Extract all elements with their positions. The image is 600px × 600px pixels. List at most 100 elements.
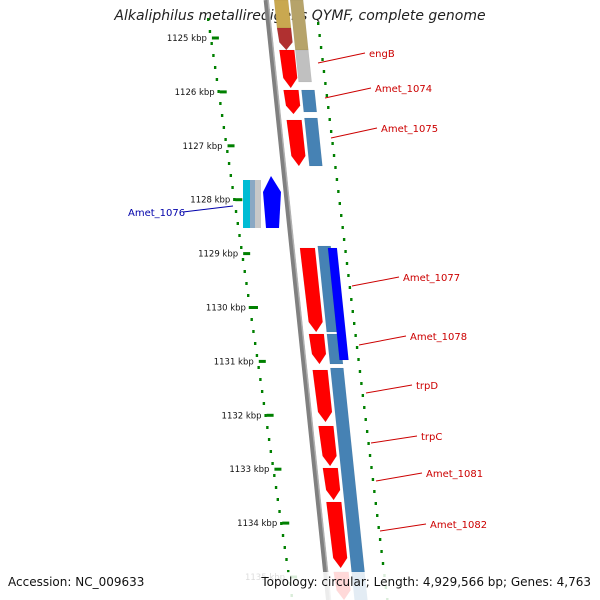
guide-dot <box>376 514 379 517</box>
ruler-dot <box>262 402 266 405</box>
guide-dot <box>341 226 344 229</box>
guide-dot <box>325 94 329 97</box>
feature-block <box>255 180 261 228</box>
ruler-tick <box>243 252 251 256</box>
ruler-dot <box>267 438 271 441</box>
guide-dot <box>322 70 326 73</box>
gene-label-leader <box>324 87 372 99</box>
ruler-dot <box>210 42 213 45</box>
ruler-dot <box>240 246 243 249</box>
guide-dot <box>380 550 383 553</box>
guide-dot <box>340 214 343 217</box>
ruler-dot <box>250 318 253 321</box>
ruler-dot <box>233 198 236 201</box>
ruler-tick <box>266 413 274 417</box>
guide-dot <box>334 166 337 169</box>
guide-dot <box>358 370 362 373</box>
guide-dot <box>342 238 346 241</box>
gene-label-leader <box>330 127 378 139</box>
forward-cds-arrow <box>283 89 301 115</box>
ruler-tick <box>258 359 266 363</box>
guide-dot <box>360 382 363 385</box>
guide-dot <box>344 250 347 253</box>
forward-cds-arrow <box>299 247 323 333</box>
ruler-tick-label: 1128 kbp <box>190 196 230 206</box>
forward-cds-arrow <box>308 333 327 365</box>
ruler-tick-label: 1126 kbp <box>175 88 215 98</box>
ruler-dot <box>273 474 276 477</box>
ruler-dot <box>253 342 257 345</box>
ruler-dot <box>238 234 241 237</box>
feature-block <box>243 180 250 228</box>
forward-cds-arrow <box>326 501 348 569</box>
guide-dot <box>350 298 353 301</box>
ruler-dot <box>274 486 278 489</box>
guide-dot <box>363 406 366 409</box>
gene-label: Amet_1078 <box>410 332 467 343</box>
guide-dot <box>353 322 356 325</box>
ruler-dot <box>217 90 220 93</box>
ruler-tick <box>227 144 235 148</box>
forward-cds-arrow <box>279 49 298 89</box>
ruler-dot <box>280 522 283 525</box>
guide-dot <box>317 22 320 25</box>
guide-dot <box>337 190 340 193</box>
accession-label: Accession: NC_009633 <box>8 575 145 589</box>
ruler-dot <box>248 306 252 309</box>
ruler-tick <box>250 306 258 309</box>
guide-dot <box>328 118 331 121</box>
ruler-dot <box>224 138 227 141</box>
gene-label-leader <box>379 523 427 532</box>
ruler-dot <box>215 78 219 81</box>
ruler-dot <box>278 510 281 513</box>
ruler-tick-label: 1132 kbp <box>222 411 262 421</box>
guide-dot <box>327 106 330 109</box>
guide-dot <box>345 262 349 265</box>
guide-dot <box>364 418 367 421</box>
feature-block <box>250 180 255 228</box>
guide-dot <box>318 34 321 37</box>
guide-dot <box>378 538 382 541</box>
ruler-tick <box>219 90 227 94</box>
guide-dot <box>348 286 352 289</box>
guide-dot <box>319 46 323 49</box>
ruler-dot <box>276 498 279 501</box>
feature-block <box>273 0 292 29</box>
guide-dot <box>373 490 376 493</box>
ruler-dot <box>269 450 273 453</box>
gene-label: trpD <box>416 381 438 392</box>
gene-label-leader <box>365 384 413 394</box>
backbone-line <box>263 0 332 600</box>
guide-dot <box>347 274 350 277</box>
guide-dot <box>365 430 369 433</box>
guide-dot <box>374 502 377 505</box>
guide-dot <box>332 154 336 157</box>
footer-backdrop <box>0 572 600 600</box>
ruler-dot <box>208 30 212 33</box>
gene-label: Amet_1082 <box>430 520 487 531</box>
ruler-dot <box>264 414 267 417</box>
ruler-dot <box>220 114 224 117</box>
ruler-dot <box>226 150 229 153</box>
ruler-dot <box>236 222 239 225</box>
ruler-dot <box>213 66 217 69</box>
guide-dot <box>329 130 333 133</box>
genome-summary: Topology: circular; Length: 4,929,566 bp… <box>261 575 591 589</box>
ruler-dot <box>260 390 264 393</box>
gene-label: Amet_1081 <box>426 469 483 480</box>
ruler-dot <box>245 282 248 285</box>
guide-dot <box>370 466 373 469</box>
ruler-tick-label: 1125 kbp <box>167 34 207 44</box>
feature-block <box>295 49 312 83</box>
ruler-dot <box>283 546 286 549</box>
gene-label-leader <box>370 435 418 444</box>
ruler-dot <box>287 570 290 573</box>
ruler-dot <box>255 354 259 357</box>
gene-label-leader <box>317 52 366 64</box>
ruler-dot <box>266 426 269 429</box>
ruler-dot <box>222 126 226 129</box>
ruler-tick-label: 1134 kbp <box>237 519 277 529</box>
gene-label-leader <box>351 276 400 287</box>
ruler-tick <box>274 467 282 471</box>
guide-dot <box>355 346 359 349</box>
